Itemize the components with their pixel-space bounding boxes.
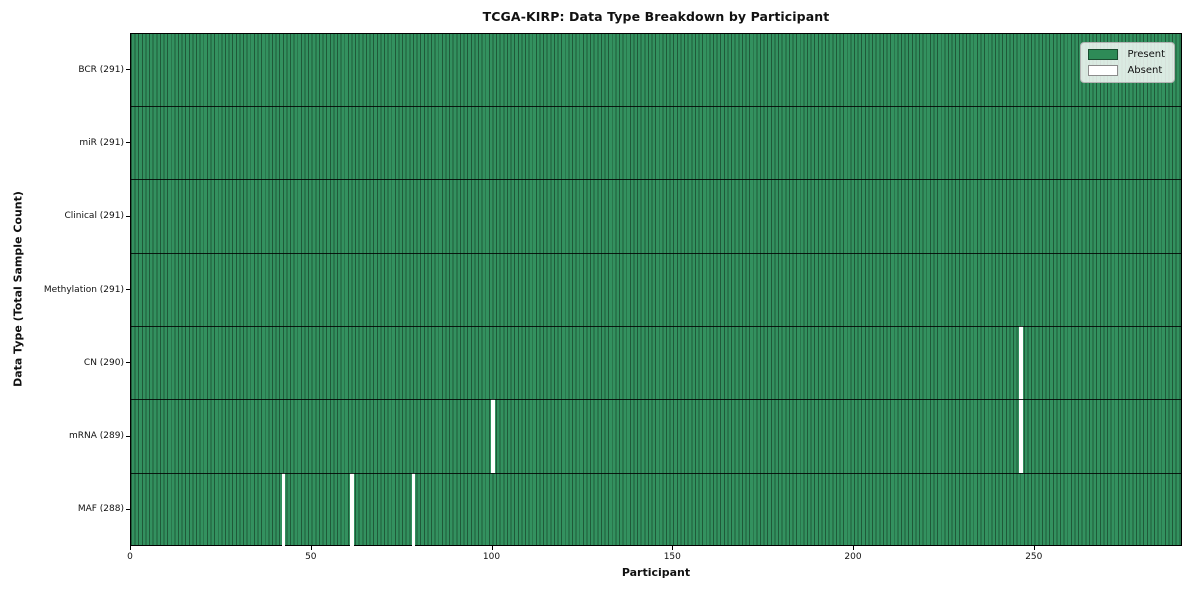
- plot-area: Present Absent: [130, 33, 1182, 546]
- y-tick-mark: [125, 435, 130, 437]
- row-separator: [131, 399, 1181, 401]
- row-separator: [131, 325, 1181, 327]
- legend-label: Present: [1127, 49, 1165, 60]
- y-tick-mark: [125, 508, 130, 510]
- chart-title: TCGA-KIRP: Data Type Breakdown by Partic…: [482, 9, 830, 24]
- row-separator: [131, 106, 1181, 108]
- absent-gap-MAF-78: [411, 472, 416, 546]
- legend-label: Absent: [1127, 65, 1163, 76]
- x-tick-mark: [1033, 546, 1035, 550]
- absent-gap-MAF-61: [350, 472, 354, 546]
- x-axis-label: Participant: [621, 566, 691, 579]
- absent-gap-mRNA-246: [1019, 399, 1023, 473]
- y-tick-mark: [125, 289, 130, 290]
- x-tick-mark: [491, 546, 493, 550]
- x-tick-label-200: 200: [844, 552, 862, 562]
- legend-item-absent: Absent: [1088, 65, 1165, 76]
- x-tick-label-150: 150: [663, 552, 681, 562]
- x-tick-label-0: 0: [127, 552, 133, 562]
- y-tick-label-mRNA: mRNA (289): [69, 431, 124, 442]
- absent-gap-CN-246: [1019, 325, 1023, 400]
- x-tick-mark: [672, 546, 674, 550]
- y-tick-label-miR: miR (291): [79, 137, 124, 148]
- y-tick-label-Clinical: Clinical (291): [64, 211, 124, 222]
- y-tick-mark: [125, 69, 130, 71]
- absent-gap-mRNA-100: [491, 399, 495, 473]
- y-tick-label-MAF: MAF (288): [77, 504, 124, 515]
- y-tick-mark: [125, 142, 130, 144]
- x-tick-mark: [853, 546, 854, 550]
- legend: Present Absent: [1080, 42, 1175, 83]
- y-tick-label-CN: CN (290): [83, 357, 124, 368]
- y-tick-label-Methylation: Methylation (291): [43, 284, 124, 295]
- row-separator: [131, 252, 1181, 254]
- legend-item-present: Present: [1088, 49, 1165, 60]
- x-tick-label-50: 50: [305, 552, 317, 562]
- row-separator: [131, 472, 1181, 474]
- y-tick-label-BCR: BCR (291): [78, 64, 124, 75]
- x-tick-label-100: 100: [482, 552, 501, 562]
- x-tick-label-250: 250: [1025, 552, 1043, 562]
- y-tick-mark: [125, 215, 130, 217]
- present-swatch-icon: [1088, 49, 1119, 60]
- x-tick-mark: [310, 546, 312, 550]
- row-separator: [131, 179, 1181, 181]
- absent-swatch-icon: [1088, 65, 1119, 76]
- x-tick-mark: [130, 546, 131, 550]
- absent-gap-MAF-42: [281, 472, 286, 546]
- y-tick-mark: [125, 362, 130, 364]
